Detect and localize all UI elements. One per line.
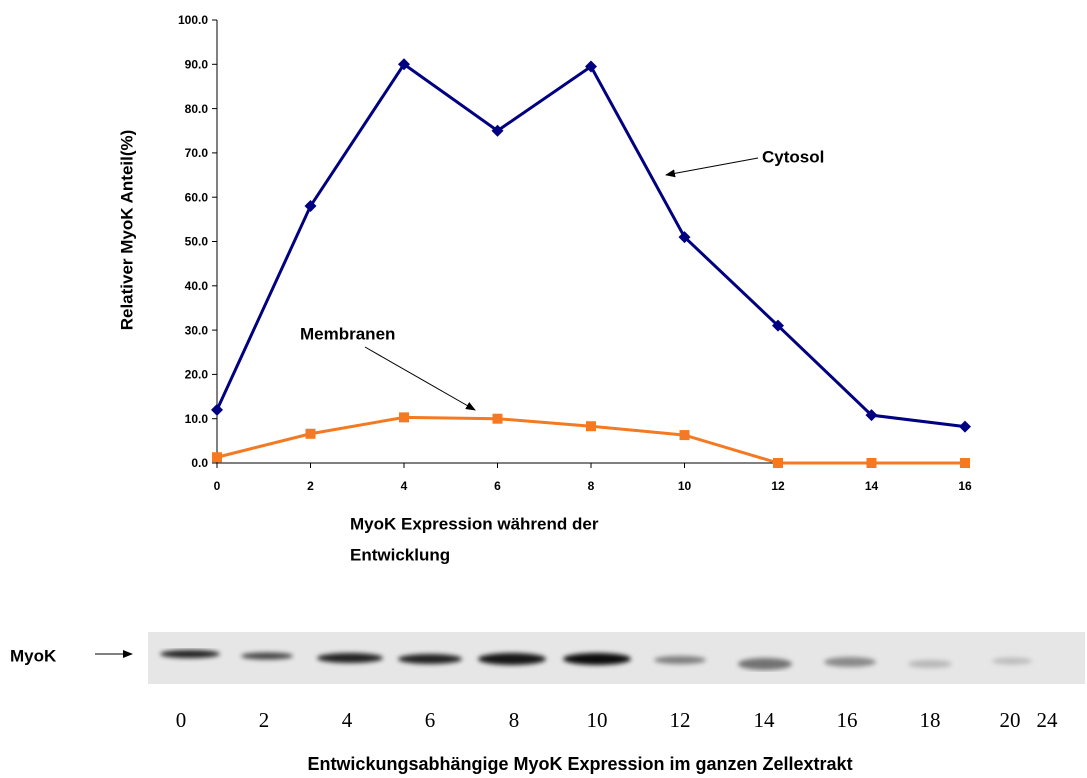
- x-tick-label: 10: [678, 479, 692, 493]
- marker: [960, 458, 970, 468]
- y-tick-label: 30.0: [185, 323, 209, 337]
- lane-label: 12: [670, 708, 691, 732]
- lane-label: 16: [837, 708, 858, 732]
- y-tick-label: 80.0: [185, 102, 209, 116]
- y-tick-label: 20.0: [185, 368, 209, 382]
- x-tick-label: 16: [958, 479, 972, 493]
- blot-caption: Entwickungsabhängige MyoK Expression im …: [307, 754, 852, 774]
- lane-label: 8: [509, 708, 520, 732]
- marker: [212, 452, 222, 462]
- page: Relativer MyoK Anteil(%) MyoK Expression…: [0, 0, 1087, 778]
- y-tick-label: 70.0: [185, 146, 209, 160]
- x-tick-label: 4: [401, 479, 408, 493]
- x-axis-title: Entwicklung: [350, 545, 450, 564]
- x-tick-label: 12: [771, 479, 785, 493]
- y-tick-label: 50.0: [185, 235, 209, 249]
- marker: [867, 458, 877, 468]
- series-line: [217, 64, 965, 426]
- lane-label: 10: [587, 708, 608, 732]
- y-tick-label: 100.0: [178, 13, 208, 27]
- lane-label: 4: [342, 708, 353, 732]
- marker: [211, 404, 223, 416]
- x-tick-label: 2: [307, 479, 314, 493]
- y-axis-title: Relativer MyoK Anteil(%): [117, 130, 136, 331]
- marker: [586, 421, 596, 431]
- arrow: [365, 347, 475, 410]
- series-label: Cytosol: [762, 147, 824, 166]
- y-tick-label: 40.0: [185, 279, 209, 293]
- marker: [773, 458, 783, 468]
- lane-label: 2: [259, 708, 270, 732]
- y-tick-label: 60.0: [185, 190, 209, 204]
- lane-label: 18: [920, 708, 941, 732]
- y-tick-label: 0.0: [191, 456, 208, 470]
- marker: [399, 412, 409, 422]
- lane-label: 0: [176, 708, 187, 732]
- lane-label: 24: [1037, 708, 1059, 732]
- x-tick-label: 8: [588, 479, 595, 493]
- marker: [306, 429, 316, 439]
- x-tick-label: 0: [214, 479, 221, 493]
- lane-label: 6: [425, 708, 436, 732]
- x-tick-label: 6: [494, 479, 501, 493]
- lane-label: 20: [1000, 708, 1021, 732]
- marker: [493, 414, 503, 424]
- marker: [680, 430, 690, 440]
- arrow: [666, 158, 758, 175]
- blot-label: MyoK: [10, 646, 57, 665]
- y-tick-label: 10.0: [185, 412, 209, 426]
- x-axis-title: MyoK Expression während der: [350, 514, 599, 533]
- series-label: Membranen: [300, 324, 395, 343]
- plot: 0.0 10.0 20.0 30.0 40.0 50.0 60.0 70.0 80.0 90.0 1…: [178, 13, 972, 493]
- x-tick-label: 14: [865, 479, 879, 493]
- lane-label: 14: [754, 708, 776, 732]
- marker: [959, 421, 971, 433]
- blot: [148, 632, 1085, 684]
- y-tick-label: 90.0: [185, 57, 209, 71]
